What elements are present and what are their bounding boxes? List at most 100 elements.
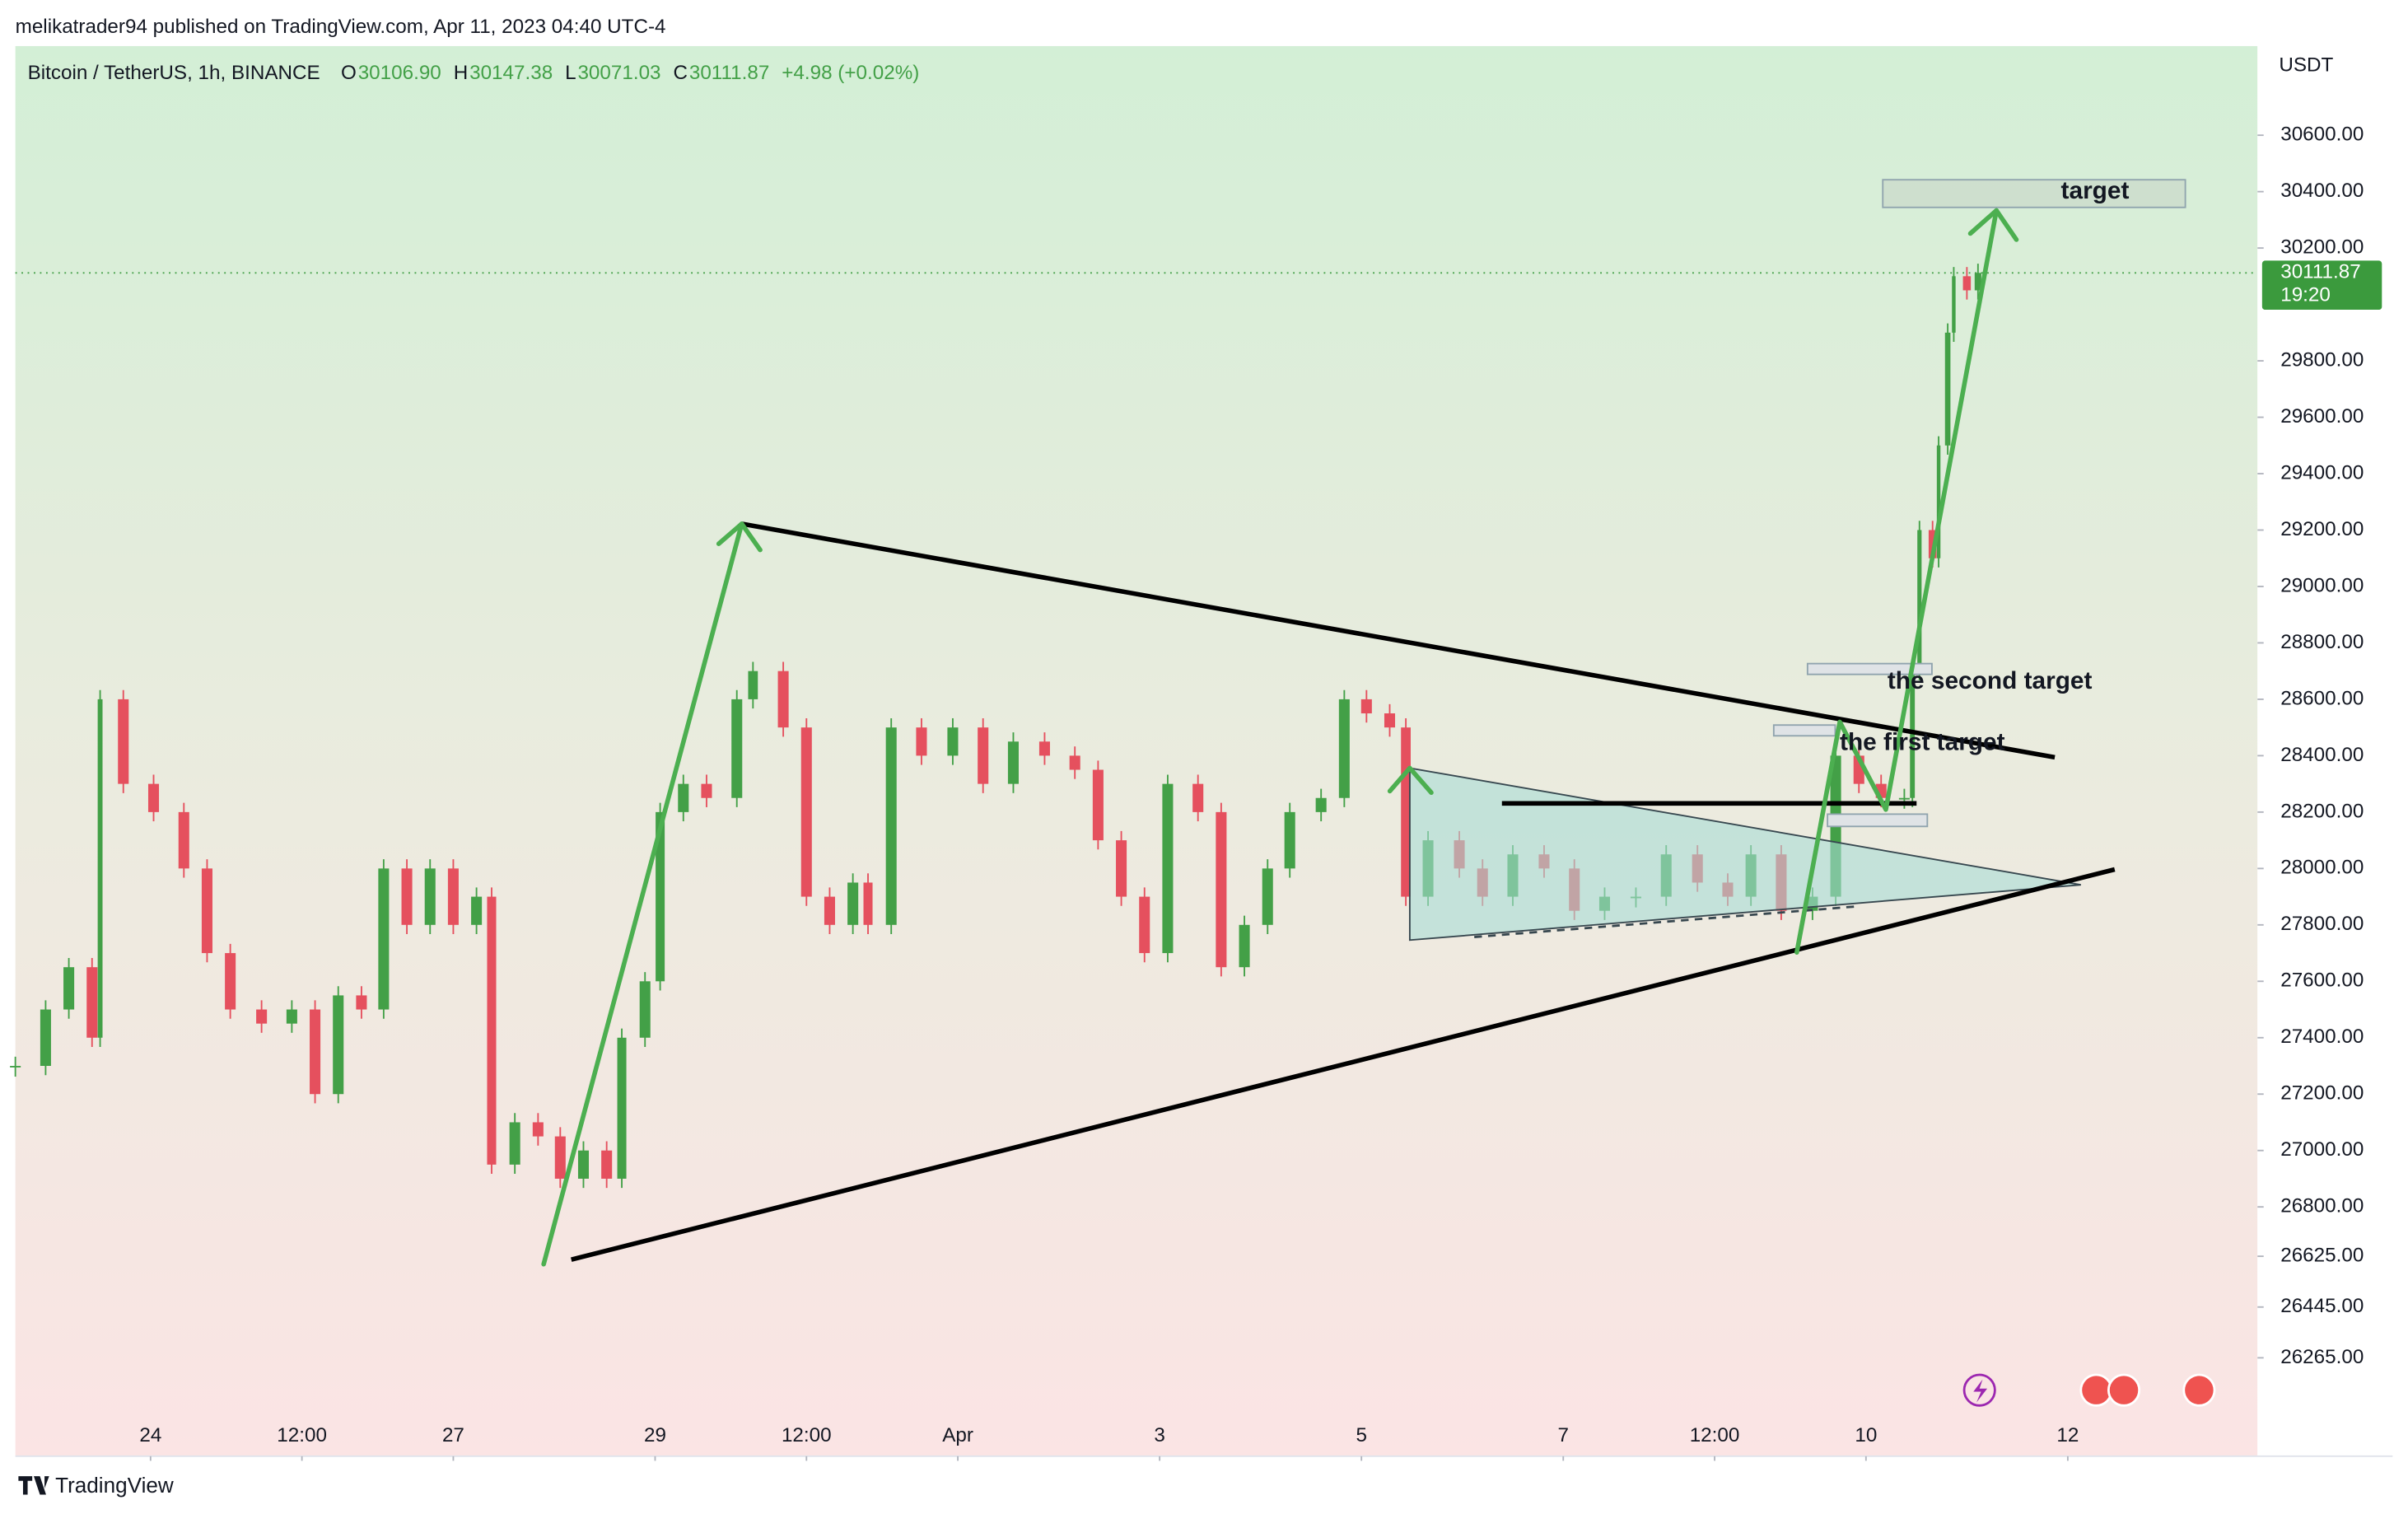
flag-icon[interactable] bbox=[2107, 1373, 2141, 1407]
target-box bbox=[1772, 724, 1836, 737]
legend-key: C bbox=[673, 62, 688, 84]
flag-icon[interactable] bbox=[2079, 1373, 2113, 1407]
arrow bbox=[1387, 765, 1434, 796]
candle bbox=[40, 1009, 51, 1067]
candle bbox=[1038, 741, 1050, 756]
x-tick-label: Apr bbox=[942, 1424, 973, 1446]
y-tick-label: 27200.00 bbox=[2280, 1082, 2364, 1105]
y-tick-label: 27600.00 bbox=[2280, 970, 2364, 992]
legend-key: O bbox=[341, 62, 357, 84]
candle bbox=[118, 699, 129, 784]
candle bbox=[1116, 840, 1127, 897]
y-tick-label: 28600.00 bbox=[2280, 687, 2364, 709]
price-tag-countdown: 19:20 bbox=[2280, 284, 2331, 306]
candle bbox=[748, 671, 758, 699]
candle bbox=[916, 727, 927, 756]
x-tick-label: 3 bbox=[1154, 1424, 1164, 1446]
candle bbox=[847, 882, 859, 925]
legend-value: 30071.03 bbox=[577, 62, 660, 84]
candle bbox=[1216, 811, 1227, 968]
y-tick-label: 29800.00 bbox=[2280, 348, 2364, 371]
candle bbox=[1315, 797, 1327, 812]
y-tick-label: 29400.00 bbox=[2280, 461, 2364, 484]
candle bbox=[824, 896, 835, 925]
candle bbox=[256, 1009, 268, 1024]
candle bbox=[487, 896, 497, 1165]
candle bbox=[800, 727, 812, 897]
candle bbox=[147, 783, 160, 812]
event-icon[interactable] bbox=[1962, 1373, 1996, 1407]
plot-background bbox=[15, 45, 2258, 1456]
candle bbox=[509, 1122, 520, 1165]
candle bbox=[63, 967, 75, 1010]
annotation: target bbox=[2061, 177, 2130, 204]
trendline bbox=[741, 521, 2056, 760]
y-tick-label: 28200.00 bbox=[2280, 800, 2364, 822]
y-tick-label: 27400.00 bbox=[2280, 1026, 2364, 1048]
x-tick-label: 12:00 bbox=[277, 1424, 327, 1446]
dashed-support bbox=[1474, 904, 1859, 938]
x-tick-label: 24 bbox=[139, 1424, 161, 1446]
candle bbox=[1917, 530, 1922, 671]
candle bbox=[1910, 671, 1916, 798]
candle bbox=[97, 699, 103, 1038]
x-tick-label: 27 bbox=[442, 1424, 464, 1446]
arrow-head bbox=[716, 521, 763, 553]
candle bbox=[356, 995, 367, 1010]
target-box bbox=[1827, 813, 1929, 828]
x-tick-label: 29 bbox=[644, 1424, 666, 1446]
candle bbox=[1239, 924, 1250, 968]
arrow bbox=[541, 521, 744, 1267]
candle bbox=[678, 783, 689, 812]
event-icon bbox=[1973, 1379, 1988, 1403]
candle bbox=[1069, 755, 1080, 770]
arrow-head bbox=[1967, 208, 2019, 242]
candle bbox=[201, 868, 212, 954]
candle bbox=[554, 1136, 566, 1179]
candle bbox=[532, 1122, 544, 1137]
legend-title: Bitcoin / TetherUS, 1h, BINANCE bbox=[28, 62, 320, 84]
candle bbox=[577, 1150, 590, 1179]
candle bbox=[639, 981, 651, 1038]
annotation: the first target bbox=[1840, 728, 2005, 755]
candle bbox=[1360, 699, 1372, 714]
drawings bbox=[541, 179, 2216, 1407]
y-tick-label: 26265.00 bbox=[2280, 1346, 2364, 1368]
y-tick-label: 29000.00 bbox=[2280, 574, 2364, 596]
legend-change: +4.98 (+0.02%) bbox=[782, 62, 919, 84]
brand: TradingView bbox=[55, 1473, 174, 1498]
candle bbox=[1007, 741, 1019, 784]
y-tick-label: 27800.00 bbox=[2280, 913, 2364, 935]
y-tick-label: 28800.00 bbox=[2280, 631, 2364, 653]
target-box bbox=[1806, 662, 1933, 675]
axis-unit: USDT bbox=[2279, 54, 2333, 77]
flag-icon[interactable] bbox=[2182, 1373, 2216, 1407]
candle bbox=[1401, 727, 1411, 897]
candle bbox=[1936, 445, 1941, 558]
candle bbox=[617, 1037, 627, 1179]
candle bbox=[333, 995, 344, 1095]
candle bbox=[178, 811, 189, 869]
y-tick-label: 29200.00 bbox=[2280, 518, 2364, 540]
candle bbox=[1898, 797, 1910, 800]
annotation: the second target bbox=[1888, 667, 2093, 694]
candle bbox=[1192, 783, 1204, 812]
candle bbox=[1944, 332, 1951, 446]
candle bbox=[701, 783, 712, 798]
trendline bbox=[571, 867, 2116, 1262]
legend-key: L bbox=[565, 62, 576, 84]
y-tick-label: 30400.00 bbox=[2280, 180, 2364, 202]
candle bbox=[947, 727, 959, 756]
candle bbox=[1262, 868, 1273, 925]
candle bbox=[10, 1066, 21, 1068]
arrow bbox=[1794, 208, 2000, 955]
y-tick-label: 26800.00 bbox=[2280, 1195, 2364, 1217]
legend-value: 30111.87 bbox=[689, 62, 769, 84]
candle bbox=[885, 727, 897, 925]
triangle-pattern bbox=[1408, 767, 2081, 942]
candle bbox=[1962, 276, 1972, 291]
y-tick-label: 26445.00 bbox=[2280, 1295, 2364, 1317]
price-tag bbox=[2261, 260, 2382, 311]
candle bbox=[401, 868, 413, 925]
brand-logo bbox=[18, 1476, 49, 1495]
